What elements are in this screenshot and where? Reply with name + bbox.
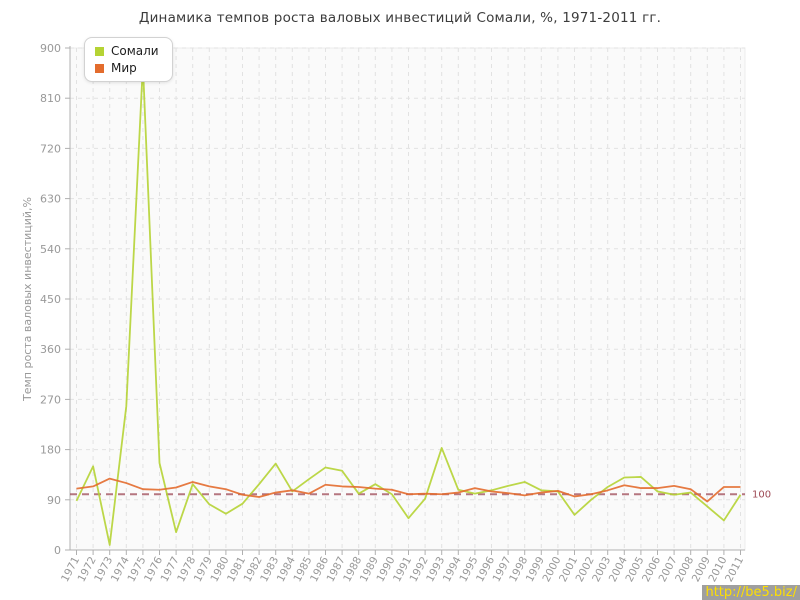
svg-text:0: 0 — [54, 544, 61, 557]
y-axis-title: Темп роста валовых инвестиций,% — [21, 197, 34, 402]
legend-item-world[interactable]: Мир — [95, 61, 159, 75]
svg-text:90: 90 — [47, 494, 61, 507]
x-axis-labels: 1971197219731974197519761977197819791980… — [59, 555, 746, 585]
svg-text:360: 360 — [40, 343, 61, 356]
y-axis-labels: 0 90 180 270 360 450 540 630 720 810 900 — [40, 42, 61, 557]
legend: Сомали Мир — [84, 37, 173, 82]
legend-label-world: Мир — [111, 61, 137, 75]
svg-text:270: 270 — [40, 393, 61, 406]
axes — [65, 46, 745, 555]
series-line-world[interactable] — [76, 477, 741, 503]
svg-text:630: 630 — [40, 193, 61, 206]
svg-text:450: 450 — [40, 293, 61, 306]
legend-swatch-world — [95, 63, 104, 73]
svg-text:540: 540 — [40, 243, 61, 256]
legend-label-somalia: Сомали — [111, 44, 159, 58]
svg-text:810: 810 — [40, 92, 61, 105]
guide-label-100: 100 — [752, 490, 771, 501]
legend-swatch-somalia — [95, 46, 104, 56]
series-line-somalia[interactable] — [75, 63, 742, 546]
svg-text:900: 900 — [40, 42, 61, 55]
svg-text:720: 720 — [40, 142, 61, 155]
gridlines — [70, 47, 745, 550]
chart-title: Динамика темпов роста валовых инвестиций… — [138, 10, 662, 26]
svg-text:180: 180 — [40, 444, 61, 457]
legend-item-somalia[interactable]: Сомали — [95, 44, 159, 58]
watermark-link[interactable]: http://be5.biz/ — [702, 585, 800, 600]
